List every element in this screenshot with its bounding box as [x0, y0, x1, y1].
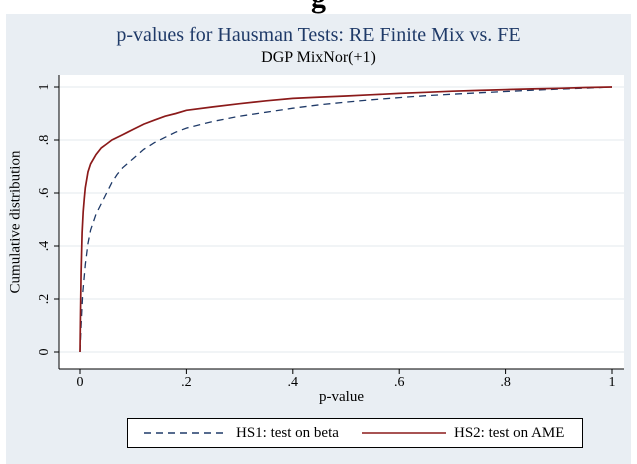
chart-title: p-values for Hausman Tests: RE Finite Mi… [116, 24, 521, 46]
y-tick-label: .4 [37, 241, 52, 252]
x-tick-label: 1 [609, 375, 616, 390]
x-axis-label: p-value [319, 389, 364, 405]
legend-entry-hs2: HS2: test on AME [362, 419, 564, 447]
plot-region [59, 75, 624, 369]
legend-label-hs2: HS2: test on AME [454, 424, 565, 441]
cropped-heading-fragment: g [0, 0, 637, 15]
y-tick-label: 1 [37, 84, 52, 91]
x-tick-label: .6 [394, 375, 405, 390]
y-tick-label: .8 [37, 135, 52, 146]
x-tick-label: .8 [500, 375, 511, 390]
legend-swatch-hs1 [144, 432, 228, 434]
legend-entry-hs1: HS1: test on beta [144, 419, 339, 447]
series-line-hs2 [79, 86, 613, 353]
y-tick-label: .2 [37, 294, 52, 305]
x-tick-label: .4 [288, 375, 299, 390]
y-tick-label: 0 [37, 349, 52, 356]
y-axis-label: Cumulative distribution [7, 150, 23, 293]
legend-swatch-hs2 [362, 432, 446, 434]
x-tick-label: .2 [181, 375, 192, 390]
x-tick-label: 0 [77, 375, 84, 390]
legend-label-hs1: HS1: test on beta [236, 424, 339, 441]
legend: HS1: test on beta HS2: test on AME [127, 418, 583, 448]
chart-subtitle: DGP MixNor(+1) [261, 49, 376, 66]
y-tick-label: .6 [37, 188, 52, 199]
